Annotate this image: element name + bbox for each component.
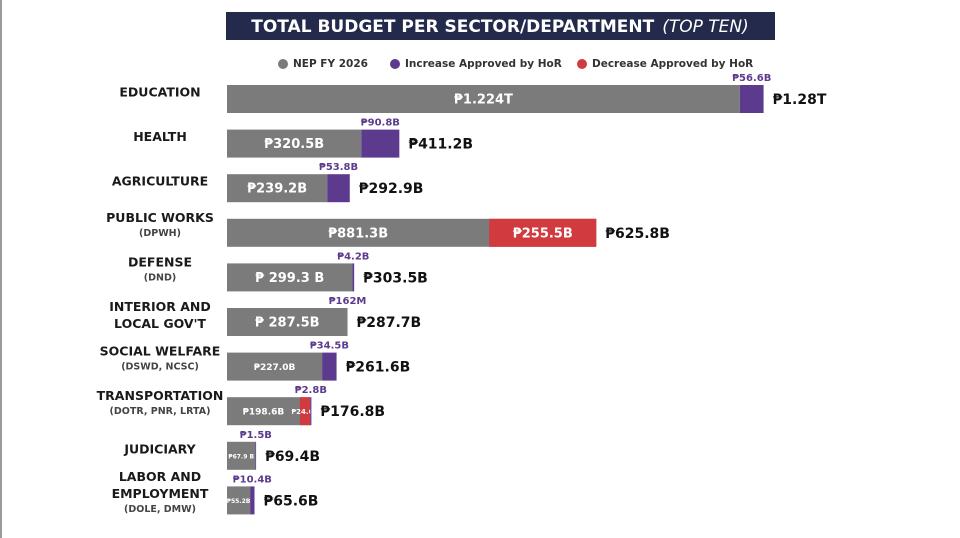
nep-label: ₱ 299.3 B xyxy=(255,271,324,286)
increase-label: ₱162M xyxy=(329,296,367,307)
legend-label: NEP FY 2026 xyxy=(293,58,368,70)
legend-label: Decrease Approved by HoR xyxy=(592,58,753,70)
nep-label: ₱320.5B xyxy=(264,137,324,152)
category-note: (DND) xyxy=(144,272,176,283)
category-note: (DOLE, DMW) xyxy=(124,504,196,515)
decrease-label: ₱255.5B xyxy=(513,226,573,241)
nep-label: ₱1.224T xyxy=(454,93,513,108)
bar-nep xyxy=(227,441,256,470)
legend-swatch xyxy=(390,59,400,69)
category-label: AGRICULTURE xyxy=(112,174,208,189)
legend-swatch xyxy=(577,59,587,69)
bar-increase xyxy=(250,486,255,515)
category-label: JUDICIARY xyxy=(123,441,196,456)
category-label: LABOR AND xyxy=(119,469,201,484)
category-label: TRANSPORTATION xyxy=(97,388,224,403)
bar-increase xyxy=(361,129,400,158)
increase-label: ₱4.2B xyxy=(337,251,369,262)
category-label: EMPLOYMENT xyxy=(112,486,209,501)
bar-increase xyxy=(322,352,337,381)
increase-label: ₱53.8B xyxy=(319,162,358,173)
total-label: ₱303.5B xyxy=(363,270,428,286)
decrease-label: ₱24.6B xyxy=(291,408,318,416)
bar-nep xyxy=(227,397,311,426)
bar-decrease xyxy=(489,218,597,247)
category-label: HEALTH xyxy=(133,129,187,144)
category-label: INTERIOR AND xyxy=(109,299,211,314)
nep-label: ₱227.0B xyxy=(254,363,296,373)
category-label: SOCIAL WELFARE xyxy=(100,344,221,359)
bar-increase xyxy=(352,263,355,292)
legend-label: Increase Approved by HoR xyxy=(405,58,562,70)
total-label: ₱69.4B xyxy=(265,449,320,465)
title-box xyxy=(226,12,775,40)
title-note: (TOP TEN) xyxy=(662,17,749,37)
total-label: ₱411.2B xyxy=(408,137,473,153)
category-label: LOCAL GOV'T xyxy=(114,316,206,331)
chart-title: TOTAL BUDGET PER SECTOR/DEPARTMENT (TOP T… xyxy=(251,17,749,37)
total-label: ₱65.6B xyxy=(263,493,318,509)
nep-label: ₱67.9 B xyxy=(228,453,254,460)
bar-nep xyxy=(227,129,362,158)
category-label: PUBLIC WORKS xyxy=(106,210,214,225)
nep-label: ₱ 287.5B xyxy=(255,316,320,331)
total-label: ₱176.8B xyxy=(320,404,385,420)
total-label: ₱287.7B xyxy=(357,315,422,331)
increase-label: ₱56.6B xyxy=(732,73,771,84)
bar-nep xyxy=(227,85,740,113)
category-label: DEFENSE xyxy=(128,254,192,269)
category-note: (DOTR, PNR, LRTA) xyxy=(110,406,211,417)
nep-label: ₱55.2B xyxy=(227,498,251,505)
bar-nep xyxy=(227,352,323,381)
legend-swatch xyxy=(278,59,288,69)
bar-nep xyxy=(227,486,251,515)
category-label: EDUCATION xyxy=(119,85,200,100)
bar-increase xyxy=(739,85,764,113)
increase-label: ₱1.5B xyxy=(240,430,272,441)
total-label: ₱1.28T xyxy=(773,92,827,108)
left-edge xyxy=(0,0,2,538)
title-main: TOTAL BUDGET PER SECTOR/DEPARTMENT xyxy=(251,17,654,37)
nep-label: ₱198.6B xyxy=(243,408,285,418)
increase-label: ₱10.4B xyxy=(233,474,272,485)
bar-nep xyxy=(227,263,353,292)
increase-label: ₱34.5B xyxy=(310,341,349,352)
bar-nep xyxy=(227,308,348,336)
increase-label: ₱2.8B xyxy=(295,385,327,396)
nep-label: ₱881.3B xyxy=(328,226,388,241)
category-note: (DPWH) xyxy=(139,228,181,239)
nep-label: ₱239.2B xyxy=(247,182,307,197)
total-label: ₱625.8B xyxy=(605,226,670,242)
bar-increase xyxy=(310,397,312,426)
bar-nep xyxy=(227,174,328,203)
increase-label: ₱90.8B xyxy=(361,118,400,129)
total-label: ₱261.6B xyxy=(346,360,411,376)
bar-increase xyxy=(327,174,350,203)
total-label: ₱292.9B xyxy=(359,181,424,197)
bar-increase xyxy=(255,441,257,470)
category-note: (DSWD, NCSC) xyxy=(121,362,199,373)
bar-decrease xyxy=(299,397,311,426)
